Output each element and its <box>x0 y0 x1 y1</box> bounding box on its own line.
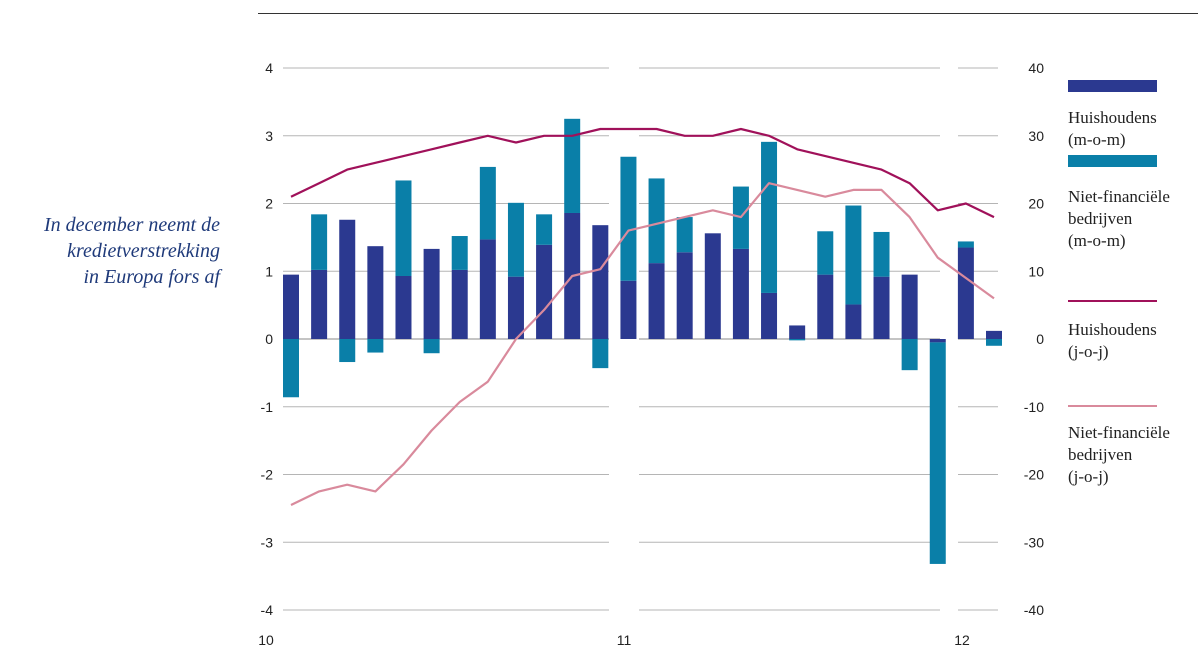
left-tick-label-8: -4 <box>261 602 274 618</box>
right-tick-label-2: 20 <box>1028 196 1044 212</box>
legend-label-1-line-2: (m-o-m) <box>1068 130 1126 149</box>
legend-label-3: Huishoudens (j-o-j) <box>1068 319 1157 363</box>
bar-households-mom-4 <box>395 275 412 339</box>
caption-line-2: kredietverstrekking <box>67 240 220 262</box>
bar-households-mom-11 <box>592 225 609 339</box>
bar-nonfin-mom-25 <box>986 339 1002 346</box>
x-tick-label-2: 12 <box>954 632 970 648</box>
top-rule <box>258 13 1198 14</box>
x-tick-label-0: 10 <box>258 632 274 648</box>
legend-label-4-line-2: bedrijven <box>1068 445 1133 464</box>
bar-nonfin-mom-10 <box>564 118 581 213</box>
bar-households-mom-19 <box>817 274 834 339</box>
bar-nonfin-mom-20 <box>845 205 862 305</box>
legend-label-3-line-2: (j-o-j) <box>1068 342 1109 361</box>
legend-label-2: Niet-financiële bedrijven (m-o-m) <box>1068 186 1170 252</box>
bar-households-mom-1 <box>311 269 328 339</box>
bar-households-mom-7 <box>479 239 496 339</box>
right-tick-label-8: -40 <box>1024 602 1044 618</box>
left-tick-label-3: 1 <box>265 263 273 279</box>
bar-nonfin-mom-24 <box>957 241 974 248</box>
bar-nonfin-mom-14 <box>676 217 693 253</box>
bar-households-mom-16 <box>732 248 749 339</box>
bar-nonfin-mom-1 <box>311 214 328 270</box>
legend-swatch-2 <box>1068 155 1157 167</box>
bar-nonfin-mom-19 <box>817 231 834 275</box>
bar-nonfin-mom-8 <box>507 202 524 277</box>
caption-line-3: in Europa fors af <box>83 266 221 288</box>
right-tick-label-5: -10 <box>1024 399 1044 415</box>
legend-label-2-line-1: Niet-financiële <box>1068 187 1170 206</box>
legend-swatch-3 <box>1068 300 1157 302</box>
x-tick-label-1: 11 <box>617 632 632 648</box>
left-tick-label-7: -3 <box>261 534 274 550</box>
right-tick-label-4: 0 <box>1036 331 1044 347</box>
bar-households-mom-20 <box>845 304 862 339</box>
bar-households-mom-5 <box>423 248 440 339</box>
bar-nonfin-mom-0 <box>283 339 299 398</box>
left-tick-label-4: 0 <box>265 331 273 347</box>
bar-households-mom-22 <box>901 274 918 339</box>
legend-label-4-line-3: (j-o-j) <box>1068 467 1109 486</box>
right-tick-label-7: -30 <box>1024 534 1044 550</box>
right-tick-label-3: 10 <box>1028 263 1044 279</box>
legend-label-4: Niet-financiële bedrijven (j-o-j) <box>1068 422 1170 488</box>
bar-nonfin-mom-13 <box>648 178 665 264</box>
left-tick-label-0: 4 <box>265 60 273 76</box>
legend-label-3-line-1: Huishoudens <box>1068 320 1157 339</box>
bar-households-mom-9 <box>536 244 553 339</box>
bar-households-mom-23 <box>929 339 946 343</box>
bar-households-mom-18 <box>789 325 806 339</box>
left-tick-label-1: 3 <box>265 128 273 144</box>
right-tick-label-6: -20 <box>1024 467 1044 483</box>
legend-label-4-line-1: Niet-financiële <box>1068 423 1170 442</box>
bar-nonfin-mom-18 <box>789 339 806 341</box>
bar-nonfin-mom-23 <box>929 342 946 564</box>
bar-households-mom-2 <box>339 219 356 339</box>
bar-households-mom-12 <box>620 280 637 339</box>
bar-households-mom-14 <box>676 252 693 339</box>
bar-nonfin-mom-3 <box>367 339 384 353</box>
bar-households-mom-8 <box>507 276 524 339</box>
bar-nonfin-mom-4 <box>395 180 412 276</box>
bar-nonfin-mom-22 <box>901 339 918 371</box>
bar-households-mom-3 <box>367 246 384 339</box>
right-tick-label-1: 30 <box>1028 128 1044 144</box>
chart-caption: In december neemt de kredietverstrekking… <box>0 212 220 290</box>
bar-households-mom-17 <box>761 292 778 339</box>
bar-nonfin-mom-7 <box>479 166 496 240</box>
bar-nonfin-mom-5 <box>423 339 440 354</box>
bar-households-mom-21 <box>873 276 890 339</box>
legend-label-2-line-3: (m-o-m) <box>1068 231 1126 250</box>
bar-households-mom-0 <box>283 274 299 339</box>
bar-households-mom-24 <box>957 247 974 339</box>
legend-label-1: Huishoudens (m-o-m) <box>1068 107 1157 151</box>
bar-nonfin-mom-11 <box>592 339 609 369</box>
left-tick-label-2: 2 <box>265 196 273 212</box>
bar-nonfin-mom-9 <box>536 214 553 245</box>
left-tick-label-6: -2 <box>261 467 274 483</box>
bar-nonfin-mom-2 <box>339 339 356 363</box>
left-tick-label-5: -1 <box>261 399 274 415</box>
bar-nonfin-mom-21 <box>873 231 890 277</box>
bar-nonfin-mom-6 <box>451 236 468 270</box>
bar-nonfin-mom-12 <box>620 156 637 281</box>
bar-households-mom-25 <box>986 330 1002 339</box>
legend-swatch-1 <box>1068 80 1157 92</box>
caption-line-1: In december neemt de <box>43 214 220 236</box>
legend-label-2-line-2: bedrijven <box>1068 209 1133 228</box>
right-tick-label-0: 40 <box>1028 60 1044 76</box>
bar-nonfin-mom-17 <box>761 141 778 293</box>
legend-label-1-line-1: Huishoudens <box>1068 108 1157 127</box>
line-nonfin-yoy <box>290 182 995 506</box>
bar-households-mom-13 <box>648 263 665 339</box>
bar-households-mom-6 <box>451 269 468 339</box>
line-households-yoy <box>290 127 995 219</box>
legend-swatch-4 <box>1068 405 1157 407</box>
bar-households-mom-15 <box>704 233 721 339</box>
